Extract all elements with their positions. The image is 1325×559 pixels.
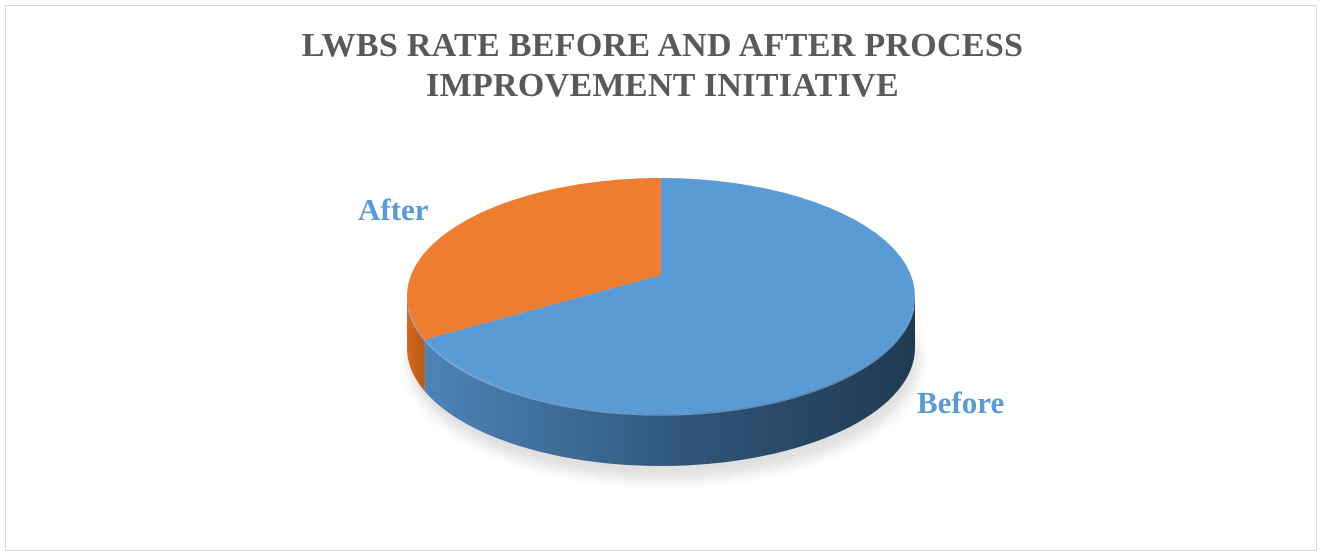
chart-title-line-2: IMPROVEMENT INITIATIVE xyxy=(426,67,899,104)
data-label-before: Before xyxy=(917,385,1005,420)
chart-title: LWBS RATE BEFORE AND AFTER PROCESS IMPRO… xyxy=(0,26,1325,106)
data-label-after: After xyxy=(358,192,429,227)
chart-area xyxy=(5,5,1317,551)
pie-slice-before[interactable] xyxy=(424,178,915,414)
pie-slice-after[interactable] xyxy=(407,178,661,340)
chart-title-line-1: LWBS RATE BEFORE AND AFTER PROCESS xyxy=(301,27,1024,64)
pie-rim-highlight xyxy=(407,307,915,416)
pie-side-before xyxy=(424,296,915,466)
